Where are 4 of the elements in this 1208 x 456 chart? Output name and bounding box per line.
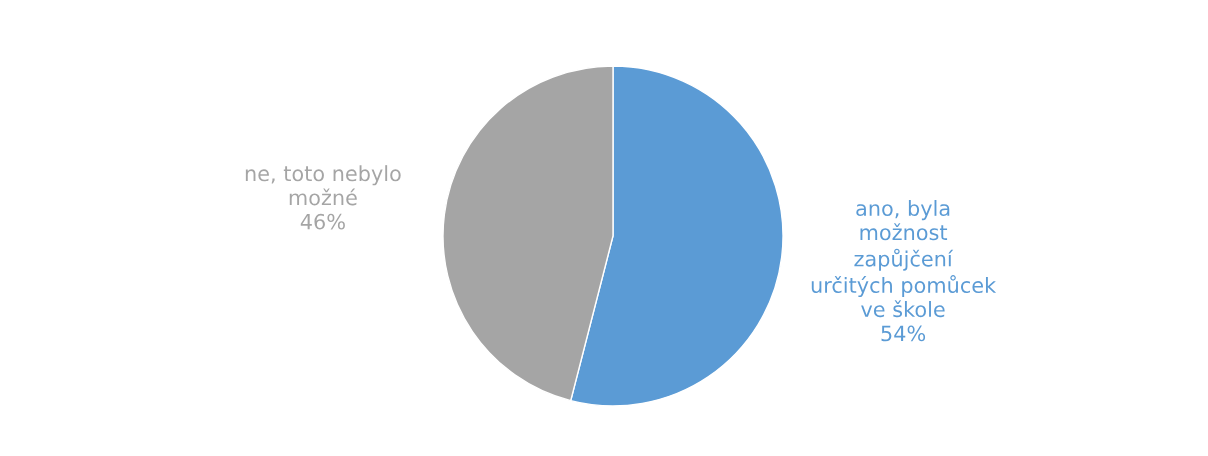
data-label: 54% <box>881 325 926 342</box>
slice-label: ne, toto nebylo možné <box>245 165 401 206</box>
data-label: 46% <box>300 213 345 230</box>
slice-label: ano, byla možnost zapůjčení určitých pomůcek ve škole <box>811 199 997 318</box>
